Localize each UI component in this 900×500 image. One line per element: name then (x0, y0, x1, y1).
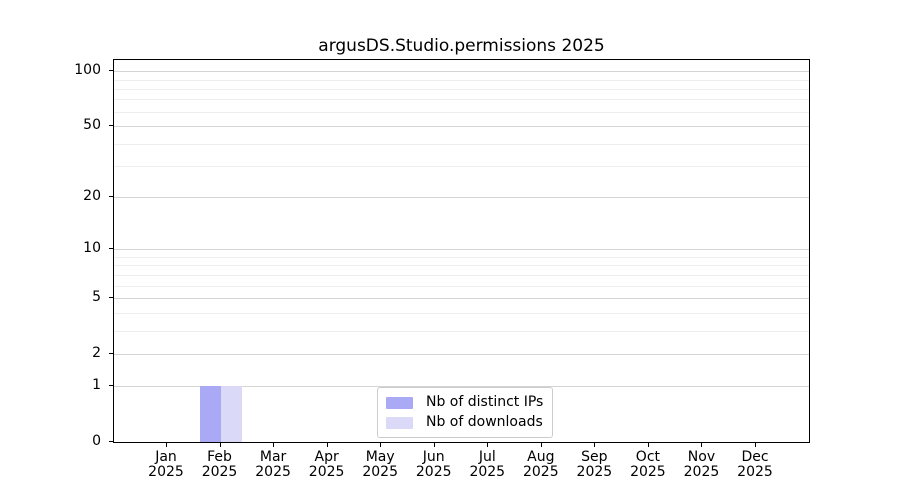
y-tick-label: 0 (92, 433, 101, 449)
minor-gridline (114, 99, 809, 101)
bar-distinct-ips (199, 386, 221, 442)
y-tick-label: 10 (83, 240, 101, 257)
major-gridline (114, 249, 809, 251)
bar-downloads (220, 386, 242, 442)
x-tick-mark (273, 443, 275, 447)
legend-label: Nb of distinct IPs (426, 394, 544, 410)
x-tick-label: Jan 2025 (148, 449, 184, 480)
legend-item-distinct-ips: Nb of distinct IPs (386, 393, 543, 412)
major-gridline (114, 298, 809, 299)
y-tick-mark (109, 125, 113, 127)
legend: Nb of distinct IPs Nb of downloads (377, 387, 554, 438)
x-tick-label: Sep 2025 (576, 449, 613, 480)
minor-gridline (114, 256, 809, 258)
x-tick-label: Dec 2025 (737, 449, 773, 480)
minor-gridline (114, 88, 809, 90)
x-tick-mark (166, 443, 167, 447)
y-tick-label: 2 (92, 344, 101, 361)
y-tick-label: 5 (92, 289, 101, 305)
x-tick-label: May 2025 (362, 449, 398, 480)
major-gridline (114, 353, 809, 355)
y-tick-label: 20 (83, 188, 101, 205)
x-tick-mark (487, 443, 489, 447)
y-axis: 0 1 2 5 10 20 50 100 (0, 59, 113, 449)
y-tick-label: 1 (92, 377, 101, 394)
x-tick-mark (594, 443, 596, 447)
x-tick-mark (326, 443, 328, 447)
x-axis: Jan 2025 Feb 2025 Mar 2025 Apr 2025 May 2025 Jun 20… (113, 443, 810, 493)
y-tick-mark (109, 441, 113, 442)
minor-gridline (114, 312, 809, 314)
legend-swatch (386, 396, 413, 409)
x-tick-label: Nov 2025 (683, 449, 720, 480)
y-tick-mark (109, 297, 113, 298)
x-tick-label: Mar 2025 (255, 449, 291, 480)
y-tick-mark (109, 248, 113, 250)
plot-area (113, 59, 810, 443)
x-tick-mark (701, 443, 703, 447)
legend-label: Nb of downloads (426, 414, 543, 430)
minor-gridline (114, 166, 809, 168)
x-tick-mark (433, 443, 435, 447)
x-tick-label: Jul 2025 (469, 449, 506, 480)
x-tick-label: Feb 2025 (201, 449, 238, 480)
y-tick-mark (109, 352, 113, 354)
major-gridline (114, 386, 809, 388)
x-tick-label: Oct 2025 (630, 449, 666, 480)
legend-swatch (386, 416, 413, 429)
minor-gridline (114, 143, 809, 145)
x-tick-label: Apr 2025 (308, 449, 345, 480)
chart-title: argusDS.Studio.permissions 2025 (318, 36, 605, 56)
major-gridline (114, 126, 809, 128)
minor-gridline (114, 265, 809, 267)
x-tick-mark (540, 443, 542, 447)
y-tick-mark (109, 70, 113, 72)
minor-gridline (114, 330, 809, 332)
y-tick-mark (109, 385, 113, 387)
x-tick-mark (755, 443, 756, 447)
x-tick-label: Jun 2025 (415, 449, 452, 480)
legend-item-downloads: Nb of downloads (386, 413, 543, 432)
x-tick-mark (219, 443, 221, 447)
minor-gridline (114, 79, 809, 81)
major-gridline (114, 71, 809, 73)
x-tick-mark (647, 443, 649, 447)
minor-gridline (114, 274, 809, 276)
minor-gridline (114, 285, 809, 287)
y-tick-mark (109, 196, 113, 198)
x-tick-mark (380, 443, 382, 447)
x-tick-label: Aug 2025 (522, 449, 559, 480)
major-gridline (114, 197, 809, 199)
y-tick-label: 100 (74, 62, 101, 79)
y-tick-label: 50 (83, 117, 101, 134)
minor-gridline (114, 111, 809, 113)
